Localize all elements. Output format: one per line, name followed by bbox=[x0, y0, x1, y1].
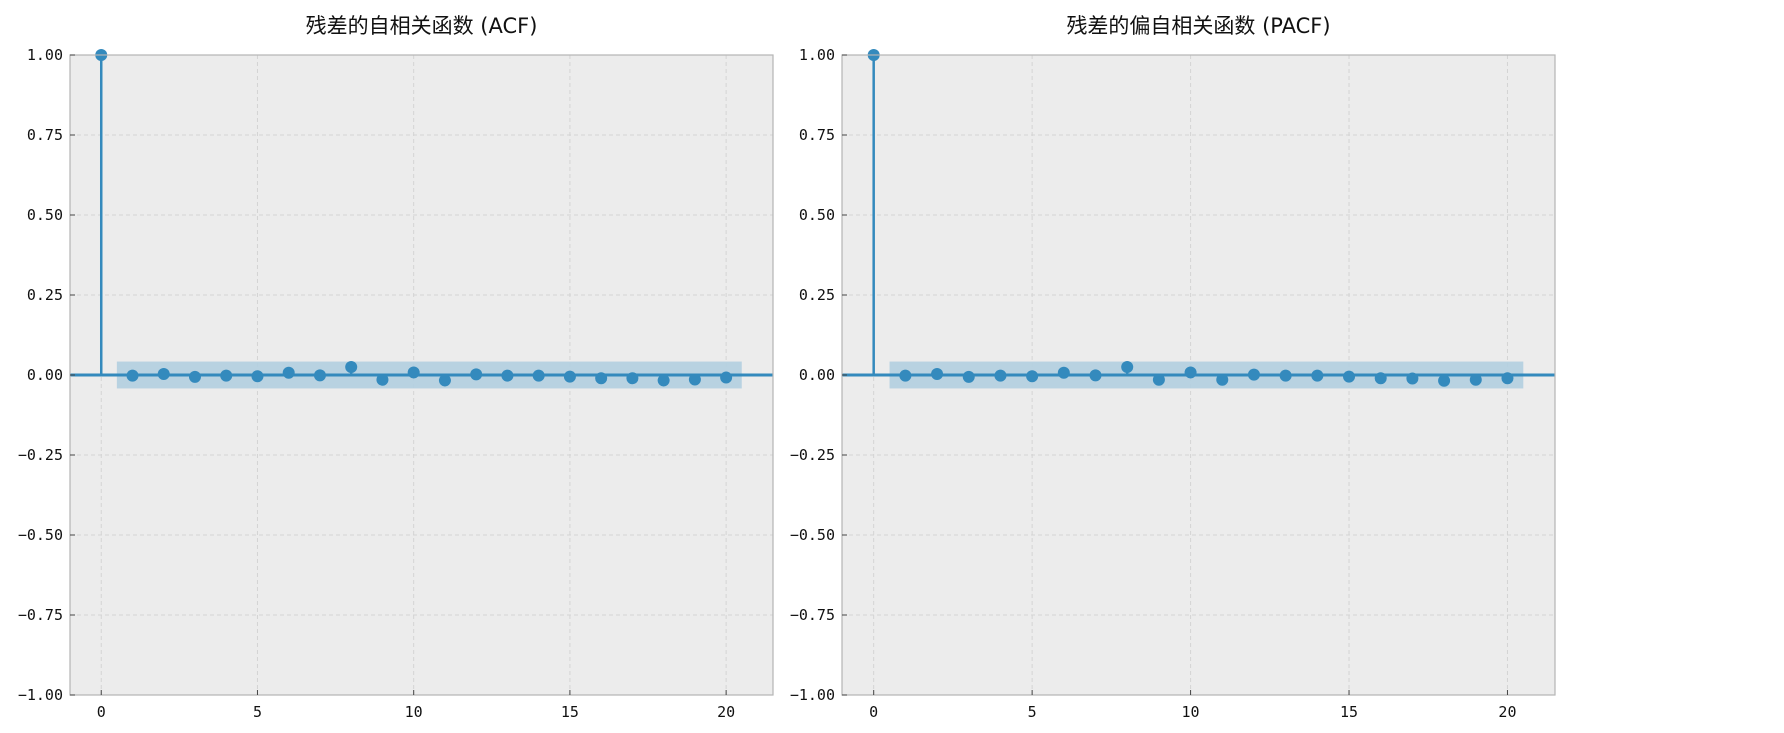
pacf-title: 残差的偏自相关函数 (PACF) bbox=[1066, 14, 1331, 38]
acf-xtick-label: 15 bbox=[561, 703, 579, 721]
acf-xtick-label: 5 bbox=[253, 703, 262, 721]
pacf-ytick-label: −0.25 bbox=[790, 446, 835, 464]
pacf-marker-lag-5 bbox=[1026, 370, 1039, 383]
pacf-marker-lag-2 bbox=[931, 368, 944, 381]
acf-marker-lag-1 bbox=[126, 369, 139, 382]
pacf-xtick-label: 5 bbox=[1028, 703, 1037, 721]
acf-marker-lag-4 bbox=[220, 369, 233, 382]
pacf-marker-lag-20 bbox=[1501, 372, 1514, 385]
pacf-marker-lag-9 bbox=[1152, 373, 1165, 386]
acf-marker-lag-9 bbox=[376, 373, 389, 386]
acf-marker-lag-5 bbox=[251, 370, 264, 383]
acf-marker-lag-18 bbox=[657, 374, 670, 387]
pacf-xtick-label: 15 bbox=[1340, 703, 1358, 721]
pacf-ytick-label: −0.50 bbox=[790, 526, 835, 544]
acf-marker-lag-6 bbox=[282, 366, 295, 379]
pacf-ytick-label: 1.00 bbox=[799, 46, 835, 64]
pacf-marker-lag-18 bbox=[1438, 374, 1451, 387]
acf-ytick-label: 0.75 bbox=[27, 126, 63, 144]
pacf-marker-lag-4 bbox=[994, 369, 1007, 382]
acf-title: 残差的自相关函数 (ACF) bbox=[305, 14, 538, 38]
pacf-ytick-label: −0.75 bbox=[790, 606, 835, 624]
acf-marker-lag-10 bbox=[407, 366, 420, 379]
acf-marker-lag-2 bbox=[157, 368, 170, 381]
acf-ytick-label: −0.75 bbox=[18, 606, 63, 624]
pacf-ytick-label: 0.75 bbox=[799, 126, 835, 144]
acf-marker-lag-19 bbox=[688, 373, 701, 386]
pacf-marker-lag-8 bbox=[1121, 361, 1134, 373]
pacf-ytick-label: 0.25 bbox=[799, 286, 835, 304]
acf-marker-lag-7 bbox=[313, 369, 326, 382]
pacf-marker-lag-13 bbox=[1279, 369, 1292, 382]
pacf-marker-lag-12 bbox=[1247, 368, 1260, 381]
acf-marker-lag-16 bbox=[595, 372, 608, 385]
acf-marker-lag-12 bbox=[470, 368, 483, 381]
acf-ytick-label: 0.25 bbox=[27, 286, 63, 304]
acf-marker-lag-13 bbox=[501, 369, 514, 382]
pacf-marker-lag-6 bbox=[1057, 366, 1070, 379]
acf-marker-lag-15 bbox=[563, 370, 576, 383]
pacf-marker-lag-17 bbox=[1406, 372, 1419, 385]
acf-ytick-label: −0.25 bbox=[18, 446, 63, 464]
pacf-marker-lag-15 bbox=[1343, 370, 1356, 383]
pacf-marker-lag-14 bbox=[1311, 369, 1324, 382]
acf-marker-lag-20 bbox=[720, 371, 733, 384]
pacf-marker-lag-1 bbox=[899, 369, 912, 382]
acf-ytick-label: 1.00 bbox=[27, 46, 63, 64]
acf-ytick-label: 0.50 bbox=[27, 206, 63, 224]
pacf-ytick-label: 0.50 bbox=[799, 206, 835, 224]
acf-marker-lag-17 bbox=[626, 372, 639, 385]
pacf-xtick-label: 10 bbox=[1182, 703, 1200, 721]
acf-xtick-label: 0 bbox=[97, 703, 106, 721]
acf-marker-lag-11 bbox=[438, 374, 451, 387]
acf-ytick-label: −1.00 bbox=[18, 686, 63, 704]
pacf-marker-lag-11 bbox=[1216, 373, 1229, 386]
acf-ytick-label: 0.00 bbox=[27, 366, 63, 384]
pacf-marker-lag-3 bbox=[962, 370, 975, 383]
pacf-ytick-label: 0.00 bbox=[799, 366, 835, 384]
pacf-marker-lag-16 bbox=[1374, 372, 1387, 385]
acf-marker-lag-14 bbox=[532, 369, 545, 382]
pacf-ytick-label: −1.00 bbox=[790, 686, 835, 704]
pacf-xtick-label: 0 bbox=[869, 703, 878, 721]
acf-ytick-label: −0.50 bbox=[18, 526, 63, 544]
pacf-marker-lag-7 bbox=[1089, 369, 1102, 382]
pacf-marker-lag-19 bbox=[1469, 373, 1482, 386]
acf-xtick-label: 10 bbox=[405, 703, 423, 721]
acf-marker-lag-8 bbox=[345, 361, 358, 373]
pacf-xtick-label: 20 bbox=[1498, 703, 1516, 721]
acf-xtick-label: 20 bbox=[717, 703, 735, 721]
acf-marker-lag-3 bbox=[188, 370, 201, 383]
pacf-marker-lag-10 bbox=[1184, 366, 1197, 379]
